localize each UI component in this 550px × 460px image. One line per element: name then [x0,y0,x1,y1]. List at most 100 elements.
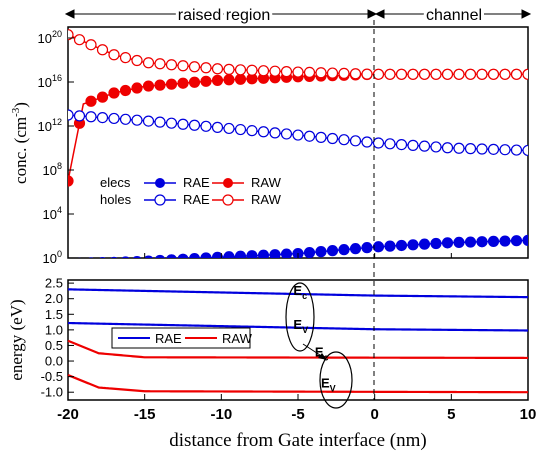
conc-point [476,236,488,248]
conc-point [361,68,373,80]
conc-point [119,52,132,64]
conc-point [110,256,118,258]
energy-line-ec-rae [67,288,529,299]
conc-point [510,144,523,156]
energy-plot-marks [67,288,529,394]
conc-point [407,239,419,251]
energy-line-ev-rae [67,321,529,332]
conc-point [487,68,500,80]
conc-point [510,235,523,247]
x-tick-label: -15 [134,406,156,423]
conc-point [522,234,528,246]
conc-point [121,256,130,258]
conc-point [246,250,258,258]
conc-point [499,68,511,80]
conc-point [165,59,178,71]
conc-point [510,68,523,80]
conc-y-axis: 100 104 108 1012 1016 1020 [38,29,529,266]
conc-point [315,131,327,143]
conc-point [430,68,442,80]
conc-point [99,257,106,258]
conc-point [269,127,281,139]
conc-y-tick-label: 1020 [38,29,62,46]
raised-region-label: raised region [178,7,271,24]
conc-y-axis-label-tail: ) [11,102,30,108]
band-edge-label: EV [293,317,308,335]
conc-point [418,68,431,80]
conc-point [108,87,120,99]
conc-point [280,128,293,140]
conc-point [453,68,465,80]
conc-point [395,68,408,80]
conc-point [430,141,442,153]
conc-point [407,68,419,80]
conc-point [487,235,500,247]
conc-point [177,253,189,258]
energy-y-axis: 2.52.01.51.00.50.0-0.5-1.0 [41,276,74,400]
conc-point [200,75,212,87]
conc-point [73,34,86,46]
conc-point [77,257,82,258]
conc-series-holes-rae [68,109,528,157]
legend-holes-rae-label: RAE [183,192,210,207]
conc-point [246,64,258,76]
conc-point [349,243,362,255]
conc-point [68,29,74,41]
conc-point [246,125,258,137]
energy-line-ev-raw [67,374,529,394]
energy-y-axis-label: energy (eV) [7,299,26,380]
conc-point [211,74,224,86]
conc-point [487,143,500,155]
conc-y-tick-label: 1012 [38,117,62,134]
conc-point [292,129,304,141]
conc-point [211,63,224,75]
legend-rae-label: RAE [155,331,182,346]
conc-point [177,60,189,72]
conc-point [407,139,419,151]
conc-y-tick-label: 100 [43,249,62,266]
x-tick-label: 10 [520,406,537,423]
legend-holes-raw-label: RAW [251,192,282,207]
conc-point [522,68,528,80]
conc-point [154,79,166,91]
conc-point [234,73,247,85]
conc-point [269,249,281,258]
conc-point [384,240,396,252]
conc-point [131,82,143,94]
energy-line-ec-raw [67,339,528,360]
conc-point [338,67,350,80]
conc-series-elecs-raw [68,68,528,187]
conc-series-elecs-rae [77,234,528,258]
conc-y-tick-label: 108 [43,161,62,178]
conc-point [108,49,120,61]
conc-point [96,44,109,56]
legend-holes-raw-marker [212,194,244,206]
band-annotations: Ec EV Ec EV [293,283,335,394]
conc-point [96,91,109,103]
conc-point [418,238,431,250]
conc-point [292,66,304,78]
legend-elecs-raw-label: RAW [251,175,282,190]
conc-point [441,142,454,154]
conc-point [154,116,166,128]
region-header [64,9,532,19]
legend-row-holes: holes [100,192,132,207]
band-edge-label: EV [321,376,336,394]
conc-point [303,130,316,142]
energy-y-tick-label: 1.5 [45,307,63,322]
conc-point [430,237,442,250]
legend-elecs-raw-marker [212,178,244,188]
conc-point [464,143,477,155]
conc-point [188,76,201,88]
conc-point [361,242,373,254]
legend-row-elecs: elecs [100,175,131,190]
energy-y-tick-label: -0.5 [41,369,63,384]
conc-point [280,66,293,78]
conc-point [453,142,465,154]
conc-point [441,237,454,249]
conc-point [395,138,408,151]
conc-point [132,255,142,258]
conc-point [188,61,201,73]
conc-point [315,246,327,258]
